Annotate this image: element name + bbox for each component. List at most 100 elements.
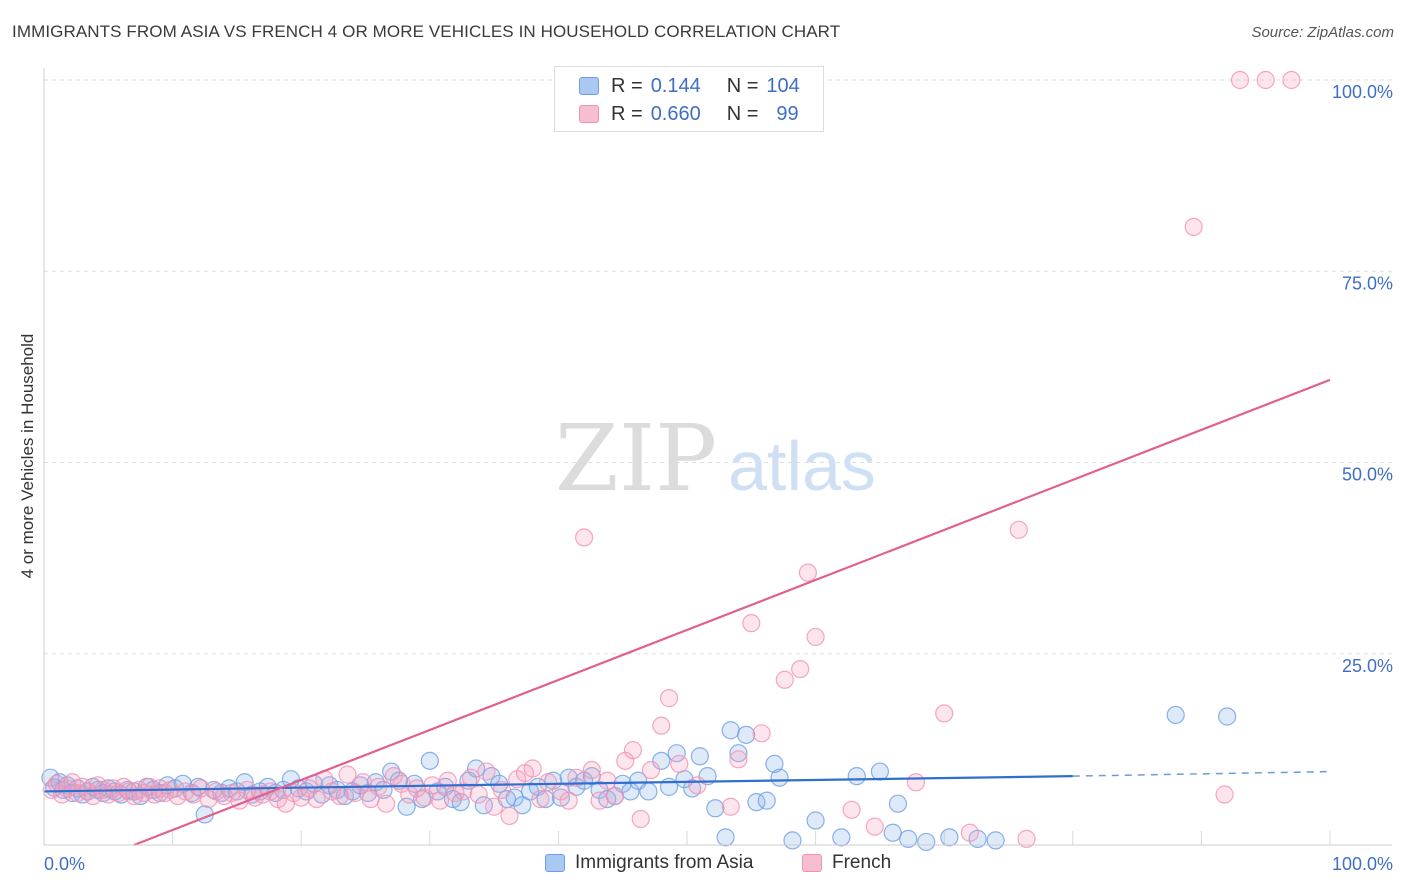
data-point-asia <box>899 829 918 848</box>
y-tick-label: 75.0% <box>1342 273 1393 293</box>
data-point-asia <box>765 754 784 774</box>
n-value: 104 <box>766 74 800 97</box>
data-point-french <box>631 809 650 829</box>
data-point-french <box>353 773 373 792</box>
legend-label-asia: Immigrants from Asia <box>575 852 754 873</box>
data-point-french <box>1184 217 1203 236</box>
stats-legend: R = 0.144 N = 104 R = 0.660 N = 99 <box>554 66 824 132</box>
y-tick-label: 50.0% <box>1342 465 1393 485</box>
data-point-french <box>1256 70 1275 90</box>
data-point-asia <box>883 823 902 842</box>
data-point-french <box>430 791 450 810</box>
n-value: 99 <box>776 102 799 125</box>
x-tick-label: 0.0% <box>44 854 85 874</box>
legend-label-french: French <box>832 852 892 873</box>
data-point-french <box>623 741 643 760</box>
data-point-asia <box>940 828 959 847</box>
data-point-french <box>539 773 558 792</box>
stats-row-french: R = 0.660 N = 99 <box>579 101 799 127</box>
data-point-asia <box>690 747 709 766</box>
data-point-french <box>523 759 542 778</box>
data-point-french <box>598 771 617 790</box>
data-point-asia <box>1166 705 1185 725</box>
data-point-french <box>1009 520 1028 539</box>
grid-lines <box>44 79 1392 845</box>
asia-legend-swatch <box>545 854 565 872</box>
data-point-french <box>842 800 861 819</box>
data-point-french <box>960 823 980 842</box>
data-point-french <box>559 791 578 810</box>
data-point-asia <box>716 828 735 847</box>
data-point-asia <box>667 744 686 763</box>
r-value: 0.660 <box>650 102 701 125</box>
watermark-zip: ZIP <box>555 405 717 512</box>
axes: 25.0% 50.0% 75.0% 100.0% 0.0% 100.0% <box>43 68 1393 874</box>
data-point-asia <box>652 751 671 770</box>
n-label: N = <box>726 102 759 125</box>
trend-line-french <box>133 378 1331 847</box>
data-point-asia <box>770 768 789 787</box>
data-point-french <box>641 760 661 780</box>
data-point-asia <box>917 832 936 852</box>
data-point-asia <box>659 777 679 796</box>
data-point-french <box>935 704 954 723</box>
data-point-french <box>477 762 496 781</box>
asia-swatch <box>579 77 599 95</box>
data-point-french <box>199 789 218 809</box>
data-point-asia <box>698 767 717 786</box>
data-point-french <box>1282 70 1301 90</box>
data-point-french <box>1215 785 1234 804</box>
y-tick-label: 100.0% <box>1332 82 1393 102</box>
data-point-french <box>531 789 550 809</box>
data-point-french <box>865 817 884 836</box>
french-legend-swatch <box>802 854 822 872</box>
data-point-asia <box>847 767 866 786</box>
source-label: Source: ZipAtlas.com <box>1251 24 1394 41</box>
data-point-asia <box>757 791 776 810</box>
data-point-french <box>575 528 594 547</box>
french-swatch <box>579 105 599 123</box>
data-point-asia <box>513 796 532 815</box>
data-point-french <box>791 659 810 679</box>
stats-row-asia: R = 0.144 N = 104 <box>579 73 800 99</box>
data-point-asia <box>1218 707 1237 726</box>
data-point-french <box>330 786 349 806</box>
data-point-asia <box>832 828 851 847</box>
data-point-french <box>775 670 794 689</box>
data-point-french <box>461 768 481 787</box>
data-point-asia <box>639 782 658 801</box>
n-label: N = <box>726 74 759 97</box>
data-point-french <box>407 779 427 798</box>
data-point-french <box>1230 70 1250 90</box>
data-point-asia <box>888 794 908 813</box>
data-point-asia <box>706 799 725 818</box>
data-point-asia <box>559 768 578 787</box>
data-point-french <box>798 563 817 582</box>
legend-item-french: French <box>802 852 891 874</box>
data-point-french <box>567 768 586 787</box>
data-point-french <box>590 791 609 810</box>
data-point-french <box>485 797 504 816</box>
chart-title: IMMIGRANTS FROM ASIA VS FRENCH 4 OR MORE… <box>12 22 841 41</box>
r-label: R = <box>611 102 643 125</box>
data-point-french <box>454 782 473 801</box>
data-point-french <box>376 794 396 813</box>
data-point-french <box>582 760 601 780</box>
data-point-french <box>307 789 326 809</box>
data-point-asia <box>737 725 756 744</box>
x-tick-label: 100.0% <box>1332 854 1393 874</box>
data-point-french <box>384 767 403 786</box>
data-point-french <box>906 773 926 792</box>
data-point-asia <box>783 831 802 850</box>
trend-line-asia <box>43 775 1073 793</box>
data-point-asia <box>729 744 748 763</box>
trend-lines <box>43 378 1331 847</box>
trend-extension-asia <box>1072 770 1331 777</box>
data-point-asia <box>683 779 702 798</box>
data-point-french <box>292 788 311 807</box>
data-point-french <box>742 614 761 633</box>
data-point-french <box>469 785 488 804</box>
data-point-french <box>688 776 707 795</box>
data-point-french <box>721 797 740 816</box>
